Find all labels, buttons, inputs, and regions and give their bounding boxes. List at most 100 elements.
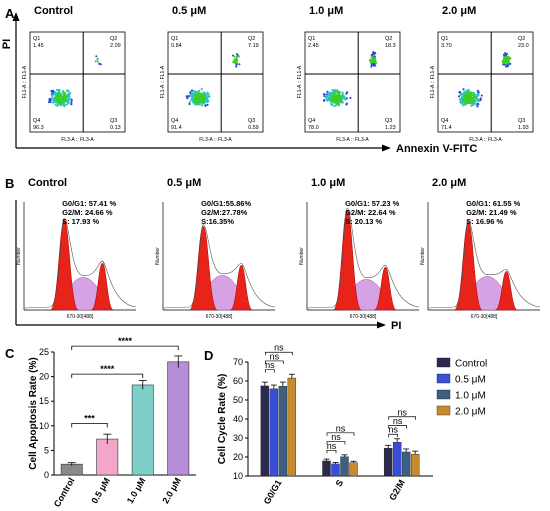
cycle-panel: 2.0 μM G0/G1: 61.55 %G2/M: 21.49 %S: 16.9… xyxy=(420,177,541,320)
g2m-percent: G2/M: 21.49 % xyxy=(466,208,517,217)
q3-value: 0.59 xyxy=(248,125,259,131)
cycle-panel-title: 2.0 μM xyxy=(432,177,466,189)
histogram-xlabel: 670-30[488] xyxy=(471,314,498,320)
d-significance-bracket xyxy=(388,425,408,429)
flow-panel-ylabel: FL1-A :: FL1-A xyxy=(297,65,303,98)
q1-value: 3.70 xyxy=(441,43,452,49)
flow-plot-frame xyxy=(437,31,534,133)
d-significance-bracket xyxy=(264,351,293,356)
cycle-panel-title: Control xyxy=(28,177,67,189)
c-significance-bracket xyxy=(71,373,144,379)
flow-plot-frame xyxy=(167,31,264,133)
d-significance-bracket xyxy=(264,360,284,364)
d-y-tick-label: 60 xyxy=(233,376,243,386)
d-legend-label: Control xyxy=(455,359,487,370)
histogram-xlabel: 670-30[488] xyxy=(67,314,94,320)
histogram-ylabel: Number xyxy=(155,247,161,265)
d-significance-label: ns xyxy=(393,416,403,426)
flow-panel-ylabel: FL1-A :: FL1-A xyxy=(22,65,28,98)
cycle-panel-title: 1.0 μM xyxy=(311,177,345,189)
c-bar xyxy=(131,384,154,476)
d-bar xyxy=(278,386,288,477)
q3-tag: Q3 xyxy=(110,118,117,124)
d-y-tick-label: 70 xyxy=(233,357,243,367)
d-bar xyxy=(401,451,411,477)
histogram-trace xyxy=(306,207,420,309)
d-y-tick-label: 30 xyxy=(233,433,243,443)
q3-tag: Q3 xyxy=(248,118,255,124)
c-significance-label: **** xyxy=(100,364,115,374)
flow-panel-ylabel: FL1-A :: FL1-A xyxy=(430,65,436,98)
c-significance-label: *** xyxy=(84,413,95,423)
g0g1-peak xyxy=(454,222,483,311)
scatter-cloud xyxy=(47,55,102,108)
g0g1-percent: G0/G1: 57.23 % xyxy=(345,199,400,208)
d-category-label: S xyxy=(334,478,346,488)
d-significance-label: ns xyxy=(331,432,341,442)
q4-tag: Q4 xyxy=(171,118,178,124)
g0g1-peak xyxy=(189,226,218,311)
c-bar xyxy=(96,438,119,476)
d-significance-label: ns xyxy=(388,425,398,435)
flow-axis-frame xyxy=(12,12,391,152)
q1-tag: Q1 xyxy=(308,36,315,42)
d-significance-label: ns xyxy=(265,360,275,370)
g2m-percent: G2/M: 22.64 % xyxy=(345,208,396,217)
q3-value: 0.13 xyxy=(110,125,121,131)
d-significance-bracket xyxy=(326,432,355,436)
g0g1-percent: G0/G1: 57.41 % xyxy=(62,199,117,208)
q1-tag: Q1 xyxy=(441,36,448,42)
d-significance-bracket xyxy=(388,416,417,420)
flow-panel-title: 2.0 μM xyxy=(442,5,476,17)
q1-tag: Q1 xyxy=(171,36,178,42)
d-bar xyxy=(392,442,402,477)
d-significance-label: ns xyxy=(274,343,284,353)
q2-tag: Q2 xyxy=(248,36,255,42)
q3-tag: Q3 xyxy=(518,118,525,124)
q4-tag: Q4 xyxy=(308,118,315,124)
q2-tag: Q2 xyxy=(110,36,117,42)
q3-value: 1.23 xyxy=(385,125,396,131)
s-percent: S:16.35% xyxy=(201,217,234,226)
d-significance-label: ns xyxy=(397,407,407,417)
cycle-x-axis-label: PI xyxy=(391,320,401,332)
d-category-label: G2/M xyxy=(387,478,407,502)
cell-cycle-rate-chart: 10 20 30 40 50 60 70 Cell Cycle Rate (%) G0/G1 S G… xyxy=(217,343,487,506)
d-legend-label: 1.0 μM xyxy=(455,391,486,402)
q4-tag: Q4 xyxy=(441,118,448,124)
q1-value: 2.45 xyxy=(308,43,319,49)
panel-letter-d: D xyxy=(204,348,213,363)
g2m-percent: G2/M:27.78% xyxy=(201,208,248,217)
flow-panel-title: 0.5 μM xyxy=(172,5,206,17)
scatter-cloud xyxy=(457,51,512,108)
panel-letter-b: B xyxy=(5,176,14,191)
g0g1-percent: G0/G1: 61.55 % xyxy=(466,199,521,208)
q4-value: 96.3 xyxy=(33,125,44,131)
q1-value: 1.45 xyxy=(33,43,44,49)
c-y-tick-label: 20 xyxy=(39,372,49,382)
cycle-panel: 1.0 μM G0/G1: 57.23 %G2/M: 22.64 %S: 20.1… xyxy=(299,177,420,320)
d-category-label: G0/G1 xyxy=(262,478,284,506)
histogram-ylabel: Number xyxy=(16,247,22,265)
d-significance-bracket xyxy=(388,433,399,438)
d-y-tick-label: 50 xyxy=(233,395,243,405)
flow-plot-frame xyxy=(304,31,401,133)
d-bar xyxy=(349,462,358,477)
c-y-axis-label: Cell Apoptosis Rate (%) xyxy=(28,357,39,469)
histogram-trace xyxy=(23,217,137,309)
d-legend-label: 0.5 μM xyxy=(455,375,486,386)
g2m-peak xyxy=(230,264,253,311)
flow-y-axis-label: PI xyxy=(1,39,13,49)
q2-value: 2.09 xyxy=(110,43,121,49)
d-significance-label: ns xyxy=(336,423,346,433)
d-legend-label: 2.0 μM xyxy=(455,407,486,418)
q1-value: 0.84 xyxy=(171,43,182,49)
c-bar xyxy=(60,463,83,476)
scatter-cloud xyxy=(185,52,241,107)
cycle-panel: 0.5 μM G0/G1:55.86%G2/M:27.78%S:16.35% 670… xyxy=(155,177,276,320)
c-category-label: Control xyxy=(52,476,77,509)
d-significance-bracket xyxy=(326,449,337,454)
